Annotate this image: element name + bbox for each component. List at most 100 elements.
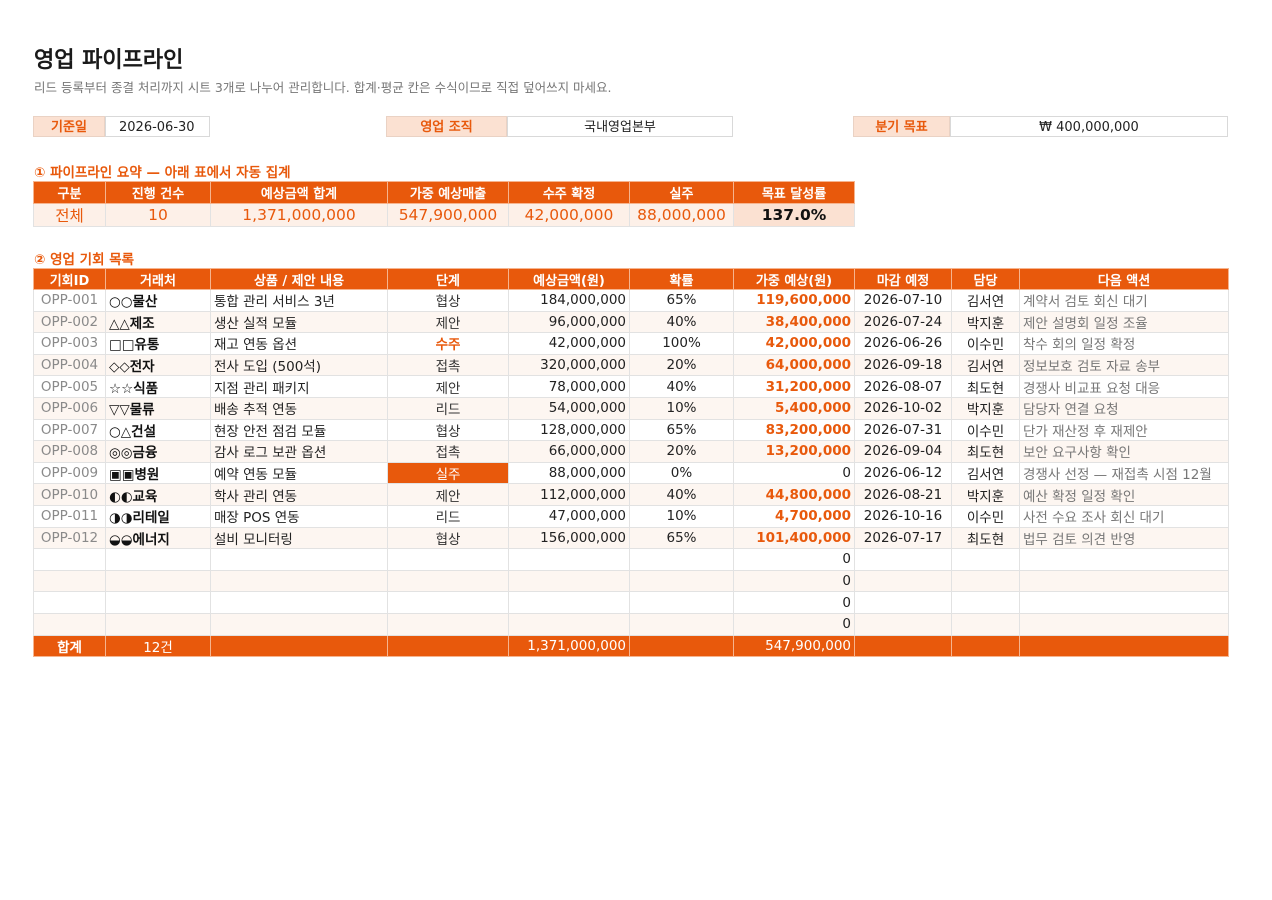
opp-product-cell[interactable]: 감사 로그 보관 옵션 (210, 440, 388, 463)
opp-amount-cell[interactable]: 320,000,000 (508, 353, 630, 377)
opp-client-cell[interactable]: ◒◒에너지 (105, 526, 211, 550)
opp-id-cell[interactable]: OPP-004 (33, 353, 106, 377)
opp-product-cell[interactable]: 설비 모니터링 (210, 526, 388, 550)
opp-amount-cell[interactable] (508, 591, 630, 614)
opp-owner-cell[interactable]: 박지훈 (951, 310, 1020, 334)
opp-id-cell[interactable]: OPP-006 (33, 396, 106, 420)
opp-next-action-cell[interactable]: 착수 회의 일정 확정 (1019, 332, 1229, 355)
opp-stage-cell[interactable]: 수주 (387, 332, 509, 355)
opp-client-cell[interactable]: ▣▣병원 (105, 461, 211, 485)
opp-probability-cell[interactable]: 10% (629, 504, 734, 528)
total-cell[interactable] (210, 634, 388, 658)
opp-id-cell[interactable]: OPP-005 (33, 375, 106, 398)
opp-product-cell[interactable]: 현장 안전 점검 모듈 (210, 418, 388, 442)
opp-client-cell[interactable] (105, 612, 211, 636)
opp-next-action-cell[interactable]: 사전 수요 조사 회신 대기 (1019, 504, 1229, 528)
opp-id-cell[interactable]: OPP-001 (33, 289, 106, 312)
opp-weighted-cell[interactable]: 119,600,000 (733, 289, 855, 312)
opp-client-cell[interactable]: ◇◇전자 (105, 353, 211, 377)
opp-weighted-cell[interactable]: 0 (733, 612, 855, 636)
opp-close-date-cell[interactable] (854, 569, 952, 593)
opp-weighted-cell[interactable]: 0 (733, 591, 855, 614)
opp-id-cell[interactable]: OPP-008 (33, 440, 106, 463)
opp-close-date-cell[interactable]: 2026-07-10 (854, 289, 952, 312)
opp-stage-cell[interactable]: 접촉 (387, 440, 509, 463)
opp-close-date-cell[interactable]: 2026-07-17 (854, 526, 952, 550)
opp-weighted-cell[interactable]: 31,200,000 (733, 375, 855, 398)
opp-probability-cell[interactable] (629, 548, 734, 571)
opp-client-cell[interactable] (105, 548, 211, 571)
opp-next-action-cell[interactable]: 예산 확정 일정 확인 (1019, 483, 1229, 506)
opp-stage-cell[interactable] (387, 612, 509, 636)
total-cell[interactable] (951, 634, 1020, 658)
opp-next-action-cell[interactable]: 제안 설명회 일정 조율 (1019, 310, 1229, 334)
total-weighted[interactable]: 547,900,000 (733, 634, 855, 658)
opp-stage-cell[interactable]: 리드 (387, 504, 509, 528)
opp-next-action-cell[interactable]: 경쟁사 비교표 요청 대응 (1019, 375, 1229, 398)
opp-product-cell[interactable]: 생산 실적 모듈 (210, 310, 388, 334)
summary-won-total[interactable]: 42,000,000 (508, 203, 630, 227)
opp-product-cell[interactable]: 전사 도입 (500석) (210, 353, 388, 377)
opp-probability-cell[interactable]: 20% (629, 353, 734, 377)
opp-close-date-cell[interactable]: 2026-10-02 (854, 396, 952, 420)
opp-close-date-cell[interactable] (854, 548, 952, 571)
opp-id-cell[interactable]: OPP-012 (33, 526, 106, 550)
opp-id-cell[interactable]: OPP-011 (33, 504, 106, 528)
opp-close-date-cell[interactable]: 2026-07-31 (854, 418, 952, 442)
opp-probability-cell[interactable] (629, 569, 734, 593)
opp-stage-cell[interactable]: 접촉 (387, 353, 509, 377)
opp-product-cell[interactable]: 예약 연동 모듈 (210, 461, 388, 485)
opp-id-cell[interactable]: OPP-002 (33, 310, 106, 334)
total-cell[interactable] (854, 634, 952, 658)
summary-lost-total[interactable]: 88,000,000 (629, 203, 734, 227)
opp-client-cell[interactable]: ◎◎금융 (105, 440, 211, 463)
opp-next-action-cell[interactable]: 단가 재산정 후 재제안 (1019, 418, 1229, 442)
opp-owner-cell[interactable]: 김서연 (951, 289, 1020, 312)
opp-close-date-cell[interactable]: 2026-07-24 (854, 310, 952, 334)
opp-next-action-cell[interactable] (1019, 569, 1229, 593)
opp-owner-cell[interactable]: 최도현 (951, 440, 1020, 463)
total-label[interactable]: 합계 (33, 634, 106, 658)
opp-weighted-cell[interactable]: 13,200,000 (733, 440, 855, 463)
opp-id-cell[interactable] (33, 612, 106, 636)
opp-amount-cell[interactable]: 96,000,000 (508, 310, 630, 334)
opp-next-action-cell[interactable]: 경쟁사 선정 — 재접촉 시점 12월 (1019, 461, 1229, 485)
opp-product-cell[interactable]: 배송 추적 연동 (210, 396, 388, 420)
opp-stage-cell[interactable]: 제안 (387, 310, 509, 334)
opp-product-cell[interactable]: 지점 관리 패키지 (210, 375, 388, 398)
opp-client-cell[interactable]: ○○물산 (105, 289, 211, 312)
target-value[interactable]: ₩ 400,000,000 (950, 116, 1228, 137)
opp-amount-cell[interactable]: 47,000,000 (508, 504, 630, 528)
opp-amount-cell[interactable]: 112,000,000 (508, 483, 630, 506)
opp-next-action-cell[interactable]: 보안 요구사항 확인 (1019, 440, 1229, 463)
opp-probability-cell[interactable]: 40% (629, 375, 734, 398)
opp-id-cell[interactable]: OPP-003 (33, 332, 106, 355)
opp-amount-cell[interactable]: 78,000,000 (508, 375, 630, 398)
opp-amount-cell[interactable] (508, 612, 630, 636)
opp-next-action-cell[interactable]: 계약서 검토 회신 대기 (1019, 289, 1229, 312)
opp-amount-cell[interactable] (508, 548, 630, 571)
total-cell[interactable] (387, 634, 509, 658)
opp-client-cell[interactable]: △△제조 (105, 310, 211, 334)
opp-owner-cell[interactable]: 이수민 (951, 504, 1020, 528)
opp-weighted-cell[interactable]: 0 (733, 548, 855, 571)
summary-amount-total[interactable]: 1,371,000,000 (210, 203, 388, 227)
opp-probability-cell[interactable]: 100% (629, 332, 734, 355)
opp-product-cell[interactable] (210, 548, 388, 571)
opp-id-cell[interactable]: OPP-009 (33, 461, 106, 485)
opp-product-cell[interactable]: 재고 연동 옵션 (210, 332, 388, 355)
opp-amount-cell[interactable]: 54,000,000 (508, 396, 630, 420)
total-cell[interactable] (629, 634, 734, 658)
opp-amount-cell[interactable]: 88,000,000 (508, 461, 630, 485)
opp-probability-cell[interactable]: 0% (629, 461, 734, 485)
opp-stage-cell[interactable] (387, 548, 509, 571)
opp-product-cell[interactable] (210, 612, 388, 636)
opp-next-action-cell[interactable]: 법무 검토 의견 반영 (1019, 526, 1229, 550)
opp-client-cell[interactable] (105, 591, 211, 614)
opp-weighted-cell[interactable]: 4,700,000 (733, 504, 855, 528)
opp-weighted-cell[interactable]: 83,200,000 (733, 418, 855, 442)
opp-client-cell[interactable]: ☆☆식품 (105, 375, 211, 398)
opp-id-cell[interactable] (33, 548, 106, 571)
opp-stage-cell[interactable]: 협상 (387, 418, 509, 442)
opp-owner-cell[interactable] (951, 569, 1020, 593)
